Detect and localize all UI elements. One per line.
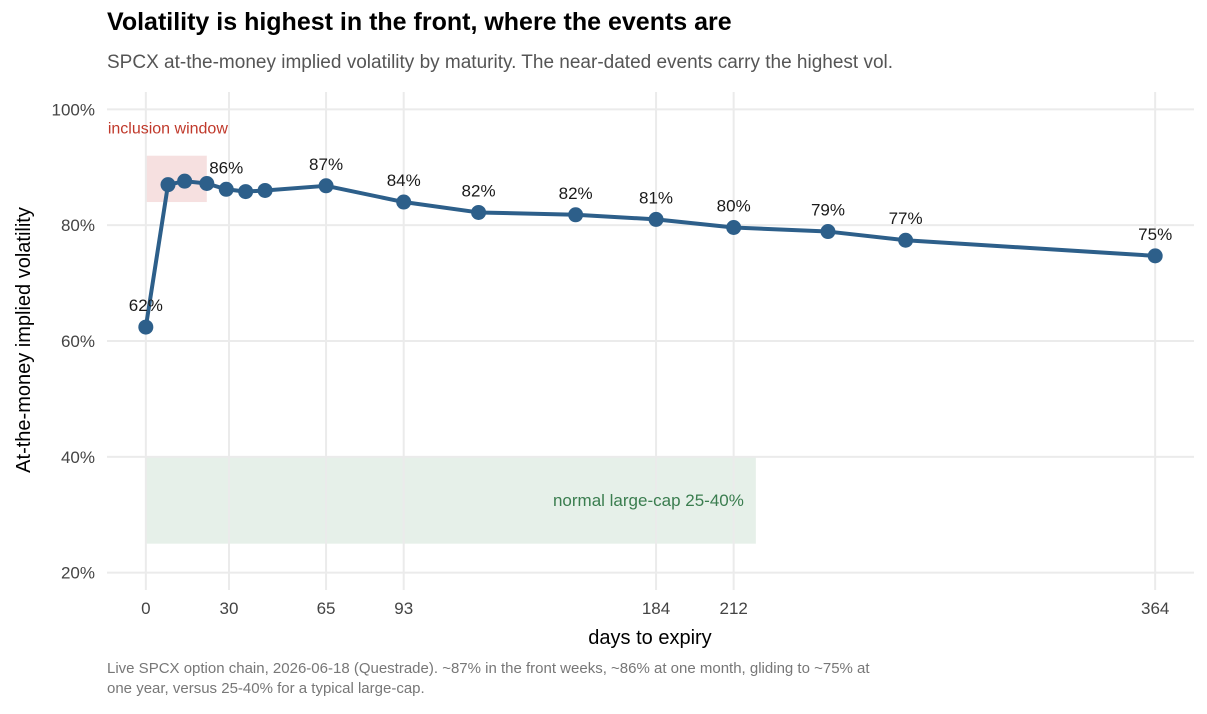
data-label: 62%	[129, 296, 163, 315]
x-tick-label: 212	[720, 599, 748, 618]
data-label: 75%	[1138, 225, 1172, 244]
data-label: 81%	[639, 188, 673, 207]
data-point	[1147, 248, 1163, 264]
data-point	[257, 182, 273, 198]
data-point	[396, 194, 412, 210]
data-point	[726, 220, 742, 236]
y-tick-label: 20%	[61, 564, 95, 583]
chart-subtitle: SPCX at-the-money implied volatility by …	[107, 52, 894, 73]
data-point	[238, 184, 254, 200]
data-point	[898, 232, 914, 248]
normal-large-cap-label: normal large-cap 25-40%	[553, 491, 744, 510]
data-label: 86%	[209, 158, 243, 177]
y-tick-label: 40%	[61, 448, 95, 467]
data-point	[199, 175, 215, 191]
y-axis-title: At-the-money implied volatility	[13, 207, 35, 473]
y-tick-label: 80%	[61, 216, 95, 235]
x-tick-label: 30	[220, 599, 239, 618]
data-label: 80%	[717, 197, 751, 216]
data-point	[177, 173, 193, 189]
inclusion-window-band	[145, 155, 207, 203]
data-label: 82%	[462, 181, 496, 200]
data-point	[568, 207, 584, 223]
x-tick-label: 65	[317, 599, 336, 618]
x-tick-label: 93	[394, 599, 413, 618]
data-label: 87%	[309, 155, 343, 174]
x-tick-label: 0	[141, 599, 150, 618]
data-point	[138, 319, 154, 335]
y-tick-label: 60%	[61, 332, 95, 351]
data-point	[218, 181, 234, 197]
data-label: 77%	[889, 209, 923, 228]
y-tick-label: 100%	[52, 100, 95, 119]
x-tick-label: 184	[642, 599, 670, 618]
series-line	[143, 179, 1158, 330]
data-label: 82%	[559, 184, 593, 203]
data-point	[648, 211, 664, 227]
x-axis-title: days to expiry	[588, 627, 711, 649]
data-point	[471, 204, 487, 220]
chart-title: Volatility is highest in the front, wher…	[107, 8, 732, 36]
inclusion-window-label: inclusion window	[108, 121, 229, 138]
normal-large-cap-band	[145, 456, 756, 544]
data-label: 79%	[811, 201, 845, 220]
data-point	[820, 224, 836, 240]
data-point	[318, 178, 334, 194]
data-point	[160, 177, 176, 193]
x-tick-label: 364	[1141, 599, 1169, 618]
chart-caption: Live SPCX option chain, 2026-06-18 (Ques…	[107, 660, 870, 697]
data-label: 84%	[387, 171, 421, 190]
